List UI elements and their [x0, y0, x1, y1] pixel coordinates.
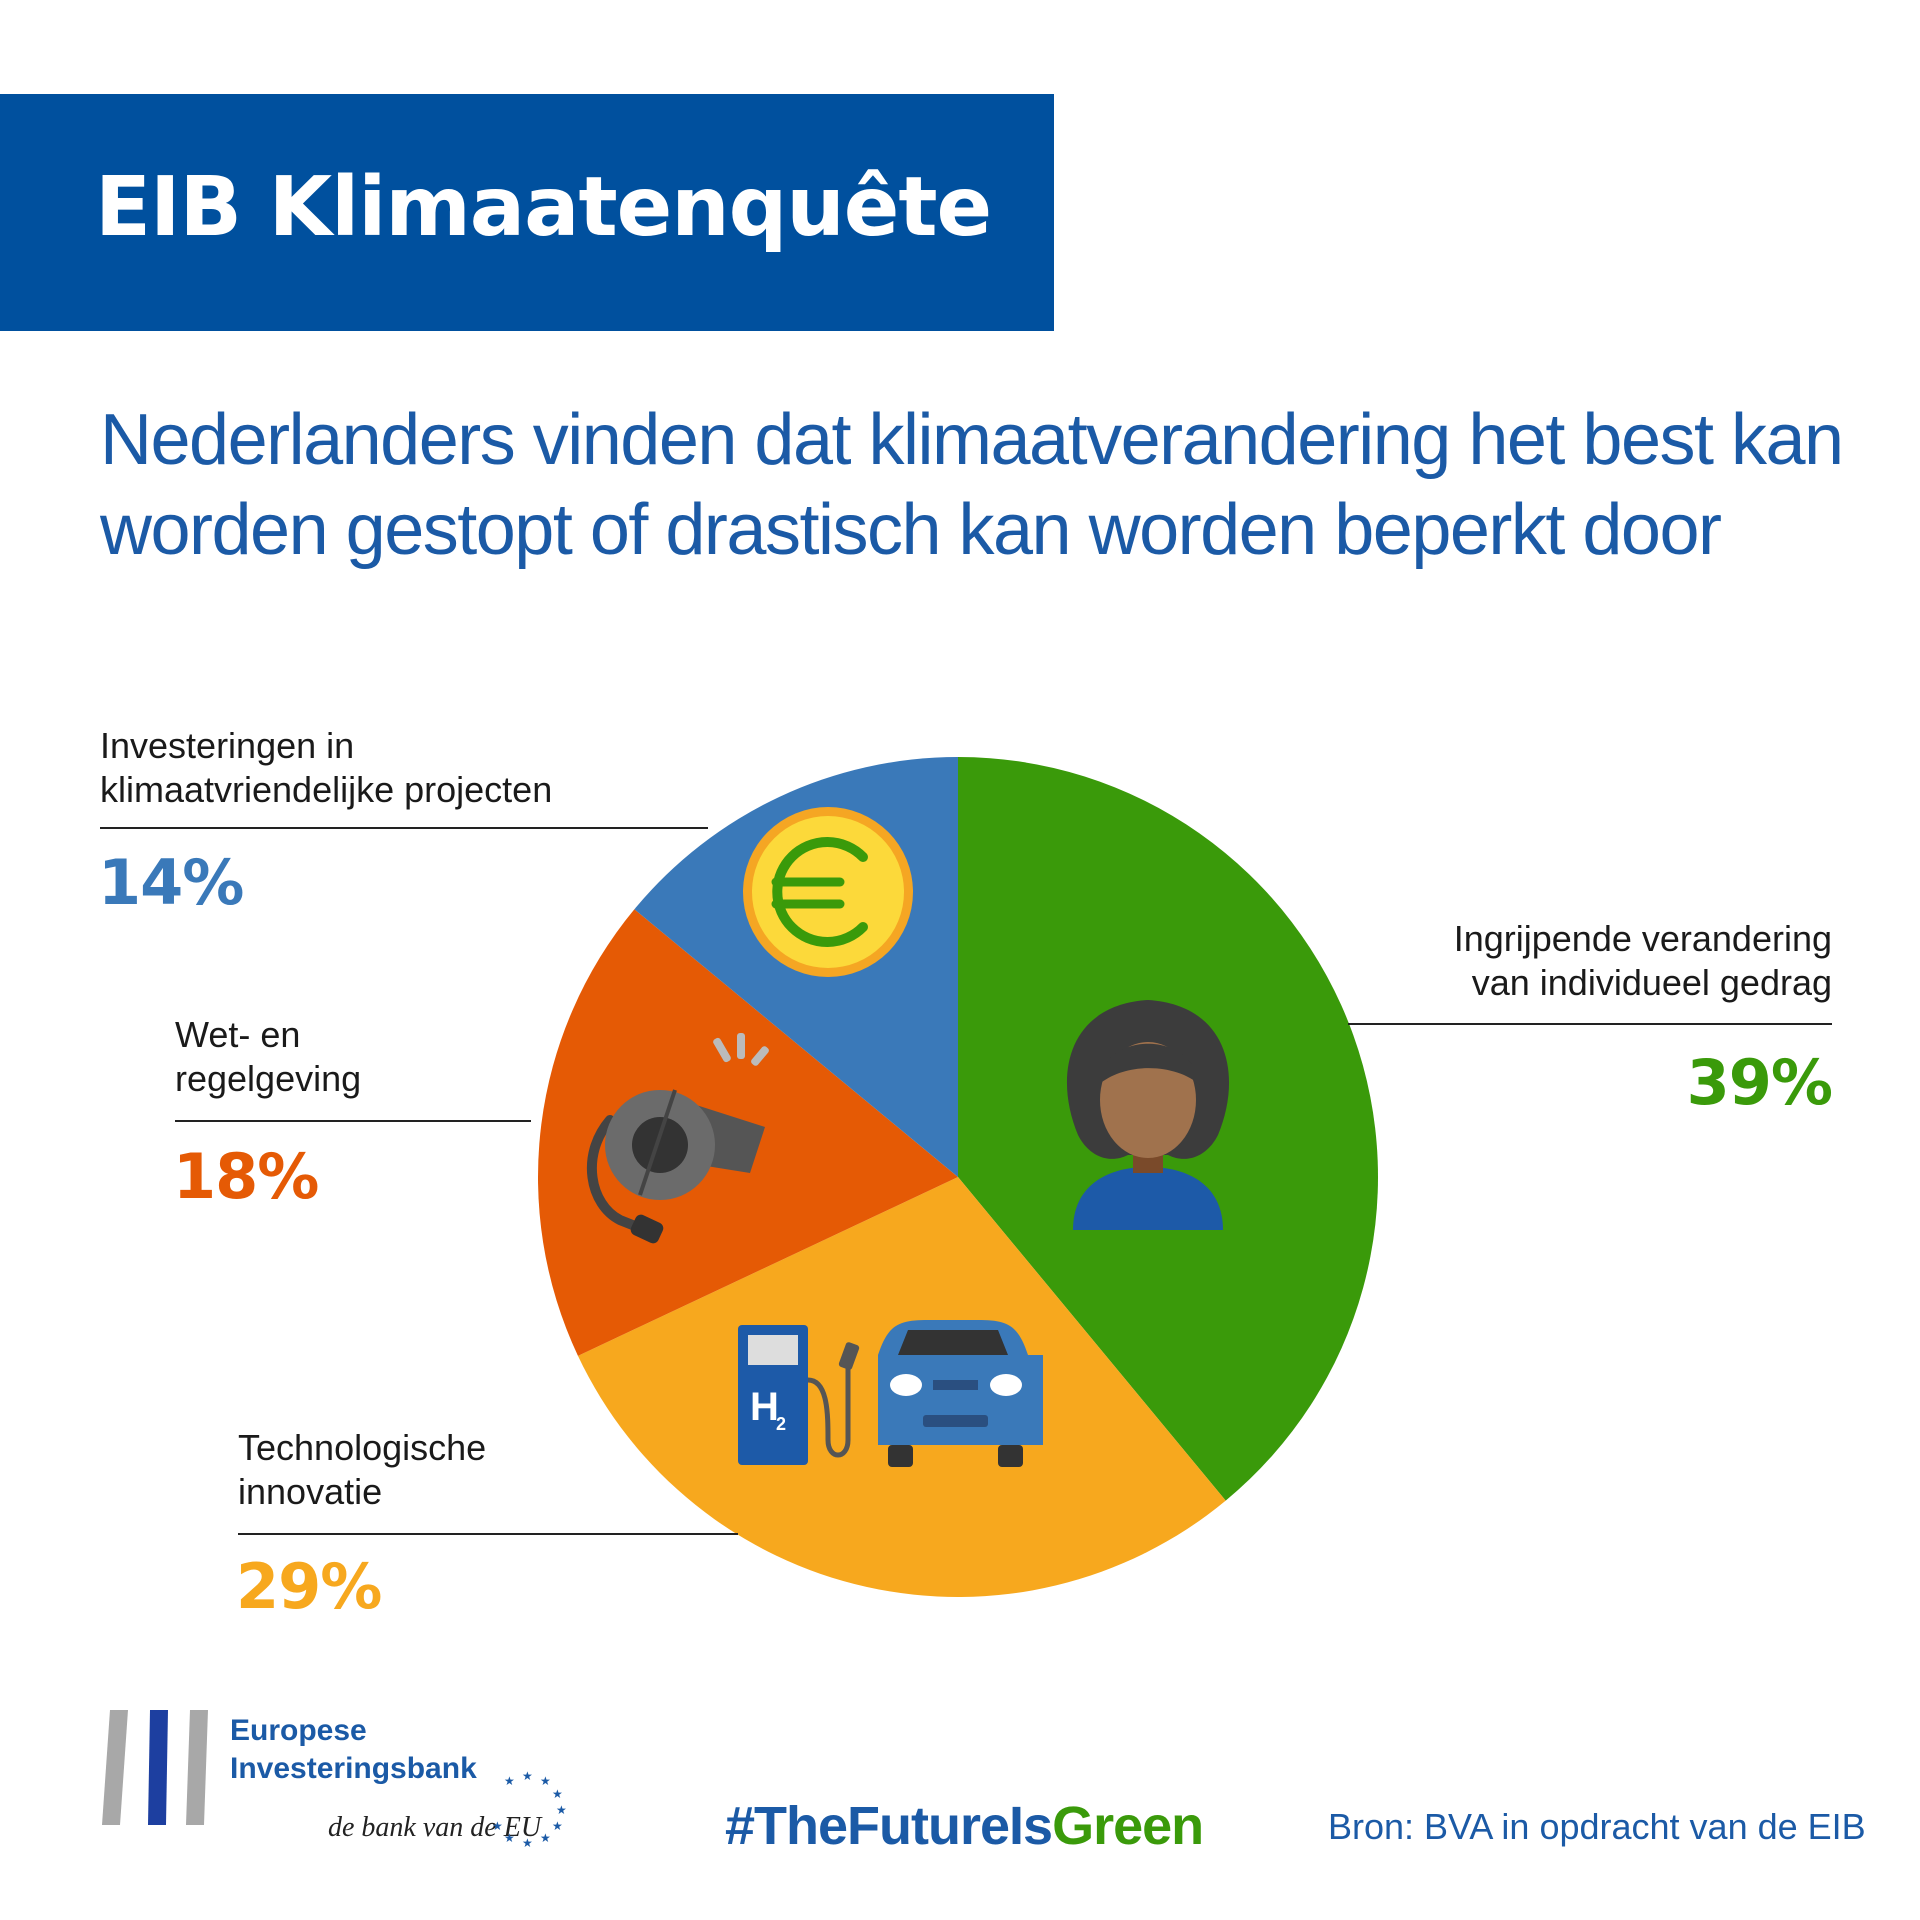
svg-text:★: ★ — [540, 1774, 551, 1788]
leader-line-blue — [100, 827, 708, 829]
label-line: regelgeving — [175, 1058, 362, 1099]
chart-title: Nederlanders vinden dat klimaatveranderi… — [100, 400, 1844, 570]
svg-text:★: ★ — [556, 1803, 566, 1817]
eu-stars-icon: ★ ★★ ★★★ ★★★ ★ — [492, 1769, 566, 1848]
svg-text:★: ★ — [522, 1769, 533, 1783]
label-line: Investeringen in — [100, 725, 355, 766]
eib-logo-icon — [102, 1710, 208, 1825]
value-individueel-gedrag: 39% — [1686, 1046, 1833, 1119]
tagline: de bank van de EU — [328, 1812, 542, 1843]
svg-text:★: ★ — [552, 1787, 563, 1801]
label-line: klimaatvriendelijke projecten — [100, 769, 553, 810]
svg-text:2: 2 — [776, 1414, 786, 1434]
svg-text:★: ★ — [540, 1831, 551, 1845]
value-wet-en-regelgeving: 18% — [173, 1140, 319, 1213]
hashtag: #TheFutureIsGreen — [725, 1795, 1204, 1857]
label-individueel-gedrag: Ingrijpende verandering van individueel … — [1454, 917, 1832, 1005]
euro-coin-icon — [743, 807, 913, 977]
label-line: Wet- en — [175, 1014, 301, 1055]
svg-text:★: ★ — [552, 1819, 563, 1833]
value-technologische-innovatie: 29% — [236, 1550, 382, 1623]
leader-line-yellow — [238, 1533, 738, 1535]
svg-text:★: ★ — [492, 1819, 503, 1833]
whistle-icon — [586, 1033, 769, 1244]
svg-text:★: ★ — [522, 1836, 533, 1848]
hashtag-part1: #TheFutureIs — [725, 1796, 1053, 1856]
org-name-line1: Europese — [230, 1714, 367, 1747]
svg-text:★: ★ — [504, 1774, 515, 1788]
woman-avatar-icon — [1066, 1000, 1230, 1230]
label-line: van individueel gedrag — [1471, 962, 1832, 1003]
source-note: Bron: BVA in opdracht van de EIB — [1328, 1806, 1866, 1847]
svg-text:★: ★ — [504, 1831, 515, 1845]
value-investeringen: 14% — [98, 846, 244, 919]
label-wet-en-regelgeving: Wet- en regelgeving — [175, 1013, 361, 1101]
label-line: Technologische — [238, 1427, 487, 1468]
leader-line-green — [1348, 1023, 1832, 1025]
hashtag-part2: Green — [1052, 1796, 1204, 1856]
label-line: innovatie — [238, 1471, 383, 1512]
org-name: Europese Investeringsbank — [230, 1712, 477, 1788]
label-technologische-innovatie: Technologische innovatie — [238, 1426, 486, 1514]
svg-text:H: H — [750, 1385, 779, 1429]
hydrogen-car-icon: H 2 — [738, 1320, 1043, 1467]
leader-line-orange — [175, 1120, 531, 1122]
label-line: Ingrijpende verandering — [1453, 918, 1832, 959]
page-title: EIB Klimaatenquête — [95, 160, 992, 255]
label-investeringen: Investeringen in klimaatvriendelijke pro… — [100, 724, 552, 812]
header-banner — [0, 94, 1054, 331]
org-name-line2: Investeringsbank — [230, 1752, 477, 1785]
